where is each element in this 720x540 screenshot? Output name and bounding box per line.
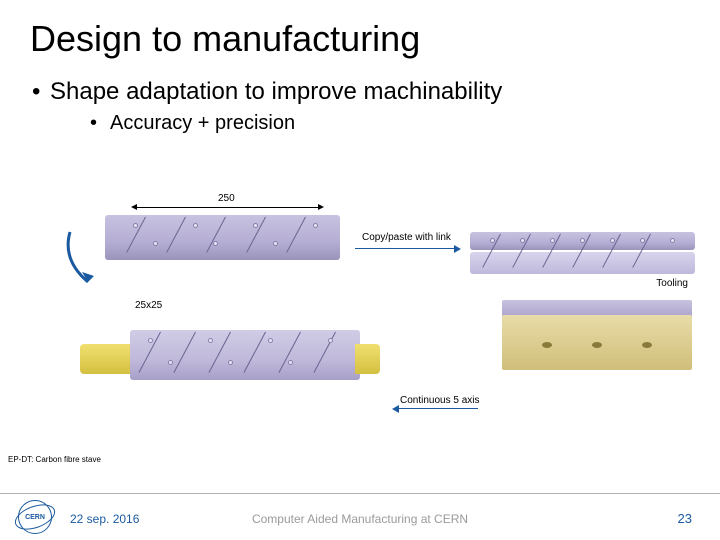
- slide-title: Design to manufacturing: [30, 18, 420, 60]
- label-tooling: Tooling: [656, 278, 688, 289]
- footer-date: 22 sep. 2016: [70, 512, 139, 526]
- curved-arrow-icon: [60, 230, 110, 290]
- label-copy-paste: Copy/paste with link: [362, 232, 451, 243]
- footer-page-number: 23: [678, 511, 692, 526]
- bullet-level1: Shape adaptation to improve machinabilit…: [50, 78, 502, 106]
- footer-title: Computer Aided Manufacturing at CERN: [252, 512, 468, 526]
- tooling-block: [502, 290, 692, 370]
- arrow-copy-paste: [355, 248, 455, 249]
- label-continuous: Continuous 5 axis: [400, 395, 480, 406]
- arrow-continuous: [398, 408, 478, 409]
- bullet-level2: Accuracy + precision: [110, 112, 295, 135]
- caption-epdt: EP-DT: Carbon fibre stave: [8, 455, 101, 464]
- label-25x25: 25x25: [135, 300, 162, 311]
- part-lower: [80, 330, 380, 385]
- part-upper-right: [470, 232, 695, 274]
- dimension-label-250: 250: [218, 193, 235, 204]
- part-upper: [105, 215, 340, 260]
- footer: CERN 22 sep. 2016 Computer Aided Manufac…: [0, 494, 720, 540]
- cern-logo-icon: CERN: [18, 500, 52, 534]
- dimension-arrow-250: [135, 207, 320, 208]
- slide: Design to manufacturing Shape adaptation…: [0, 0, 720, 540]
